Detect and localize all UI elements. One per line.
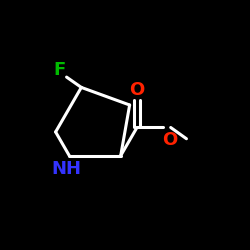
Text: NH: NH — [52, 160, 82, 178]
Text: O: O — [162, 131, 177, 149]
Text: F: F — [53, 61, 65, 79]
Text: O: O — [129, 81, 144, 99]
